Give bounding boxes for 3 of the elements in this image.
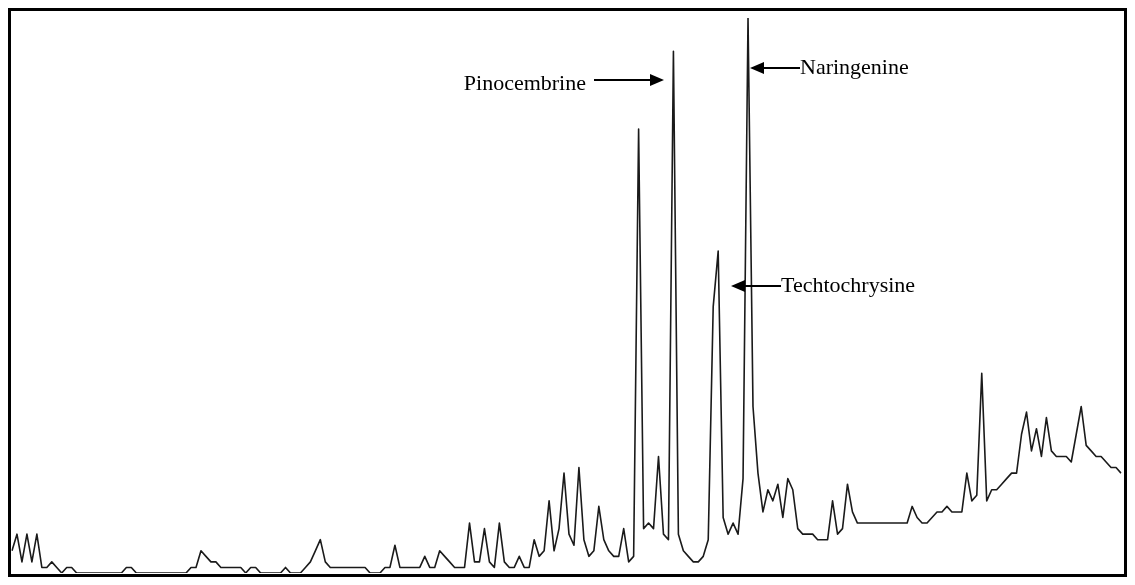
- annotation: Pinocembrine: [463, 69, 586, 95]
- annotation: Naringenine: [800, 53, 909, 79]
- annotation: Techtochrysine: [781, 271, 916, 297]
